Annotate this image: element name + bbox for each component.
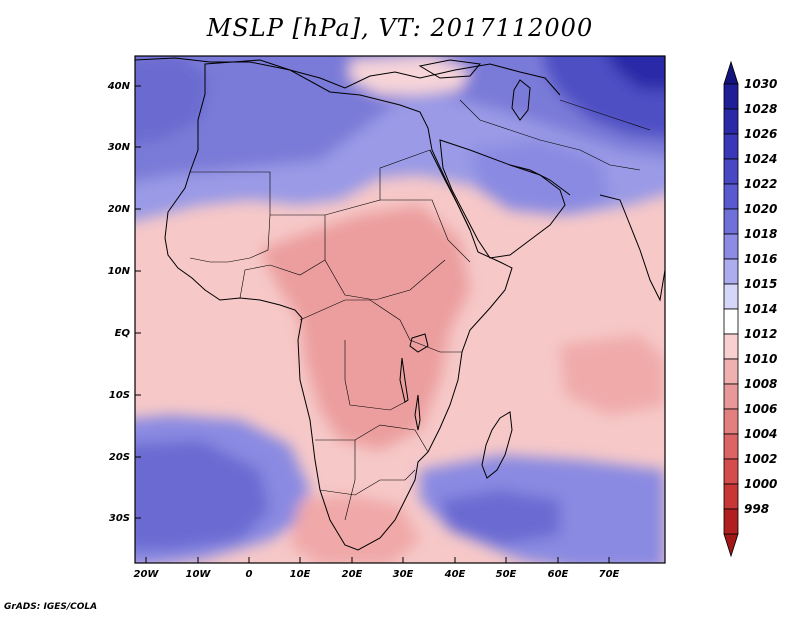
lat-label-eq: EQ: [115, 328, 131, 339]
colorbar-box-1008: [723, 383, 739, 410]
colorbar-label-1016: 1016: [744, 252, 777, 266]
caspian-sea: [511, 79, 531, 121]
colorbar-label-1014: 1014: [744, 302, 777, 316]
colorbar-box-1010: [723, 358, 739, 385]
lon-label-10w: 10W: [186, 569, 212, 580]
colorbar-label-1004: 1004: [744, 427, 777, 441]
colorbar-label-1008: 1008: [744, 377, 777, 391]
plot-title: MSLP [hPa], VT: 2017112000: [206, 14, 594, 42]
lon-labels: 20W 10W 0 10E 20E 30E 40E 50E 60E 70E: [134, 569, 620, 580]
field-south-atlantic-high-core: [135, 440, 270, 550]
border-line: [344, 340, 406, 411]
madagascar: [481, 411, 513, 479]
colorbar-label-1018: 1018: [744, 227, 777, 241]
lat-label-30n: 30N: [108, 142, 131, 153]
lat-label-20n: 20N: [108, 204, 131, 215]
colorbar-label-1022: 1022: [744, 177, 777, 191]
field-tropical-low: [260, 205, 470, 450]
colorbar-box-998: [723, 508, 739, 535]
colorbar-label-1026: 1026: [744, 127, 777, 141]
europe-coast: [135, 57, 561, 96]
field-asia-high-core: [608, 56, 665, 90]
colorbar-box-1000: [723, 483, 739, 510]
coastlines: [135, 57, 665, 551]
colorbar-box-1028: [723, 108, 739, 135]
colorbar-label-1012: 1012: [744, 327, 777, 341]
pressure-field: [135, 56, 665, 563]
axis-ticks: [135, 85, 610, 563]
colorbar-top-arrow: [723, 60, 739, 85]
country-borders: [189, 99, 651, 521]
india: [599, 194, 665, 302]
colorbar-label-1024: 1024: [744, 152, 777, 166]
field-north-high-2: [135, 56, 665, 182]
lon-label-10e: 10E: [290, 569, 311, 580]
colorbar-label-1002: 1002: [744, 452, 777, 466]
border-line: [299, 299, 462, 353]
colorbar-box-1022: [723, 183, 739, 210]
grads-credit: GrADS: IGES/COLA: [4, 602, 98, 612]
field-indian-ocean-low: [560, 335, 665, 415]
lon-label-50e: 50E: [496, 569, 517, 580]
border-line: [324, 215, 446, 301]
colorbar-box-1004: [723, 433, 739, 460]
colorbar-box-1006: [723, 408, 739, 435]
lon-label-40e: 40E: [444, 569, 466, 580]
field-arabia-high: [470, 140, 610, 215]
colorbar-box-1014: [723, 308, 739, 335]
colorbar-box-1012: [723, 333, 739, 360]
colorbar-box-1015: [723, 283, 739, 310]
field-south-indian-high-core: [440, 490, 560, 545]
field-southern-africa-low: [290, 495, 420, 563]
lat-label-40n: 40N: [107, 81, 131, 92]
border-line: [315, 424, 429, 453]
colorbar-label-1020: 1020: [744, 202, 777, 216]
lake-malawi: [414, 394, 421, 431]
arabian-peninsula: [439, 139, 566, 259]
lake-victoria: [409, 333, 429, 353]
africa-coastline: [164, 59, 513, 551]
lat-label-10n: 10N: [108, 266, 131, 277]
colorbar-label-1010: 1010: [744, 352, 777, 366]
colorbar-box-1030: [723, 83, 739, 110]
colorbar-box-1018: [723, 233, 739, 260]
lat-label-10s: 10S: [109, 390, 130, 401]
lon-label-60e: 60E: [548, 569, 569, 580]
colorbar-label-998: 998: [744, 502, 769, 516]
colorbar-box-1020: [723, 208, 739, 235]
colorbar-label-1006: 1006: [744, 402, 777, 416]
colorbar-box-1016: [723, 258, 739, 285]
colorbar-label-1030: 1030: [744, 77, 777, 91]
field-atlantic-nw-high: [135, 56, 210, 144]
colorbar-label-1015: 1015: [744, 277, 777, 291]
lake-tanganyika: [399, 357, 409, 403]
lon-label-20w: 20W: [134, 569, 160, 580]
colorbar-box-1024: [723, 158, 739, 185]
colorbar-label-1000: 1000: [744, 477, 777, 491]
lon-label-0: 0: [246, 569, 253, 580]
border-line: [319, 469, 416, 496]
colorbar-box-1026: [723, 133, 739, 160]
border-line: [189, 214, 271, 263]
plot-frame: [134, 55, 666, 564]
colorbar-label-1028: 1028: [744, 102, 777, 116]
border-line: [459, 99, 641, 171]
colorbar-bottom-arrow: [723, 533, 739, 558]
lon-label-70e: 70E: [599, 569, 620, 580]
lon-label-20e: 20E: [342, 569, 363, 580]
persian-gulf: [509, 164, 571, 196]
red-sea-west: [429, 149, 471, 231]
black-sea: [418, 59, 481, 79]
lat-label-20s: 20S: [109, 452, 130, 463]
border-line: [239, 259, 326, 299]
colorbar: 1030 1028 1026 1024 1022 1020 1018 1016 1015 1014…: [723, 60, 777, 558]
lon-label-30e: 30E: [393, 569, 414, 580]
border-line: [344, 440, 356, 521]
border-line: [559, 99, 651, 131]
lat-labels: 40N 30N 20N 10N EQ 10S 20S 30S: [107, 81, 131, 524]
colorbar-box-1002: [723, 458, 739, 485]
lat-label-30s: 30S: [109, 513, 130, 524]
border-line: [380, 199, 471, 263]
